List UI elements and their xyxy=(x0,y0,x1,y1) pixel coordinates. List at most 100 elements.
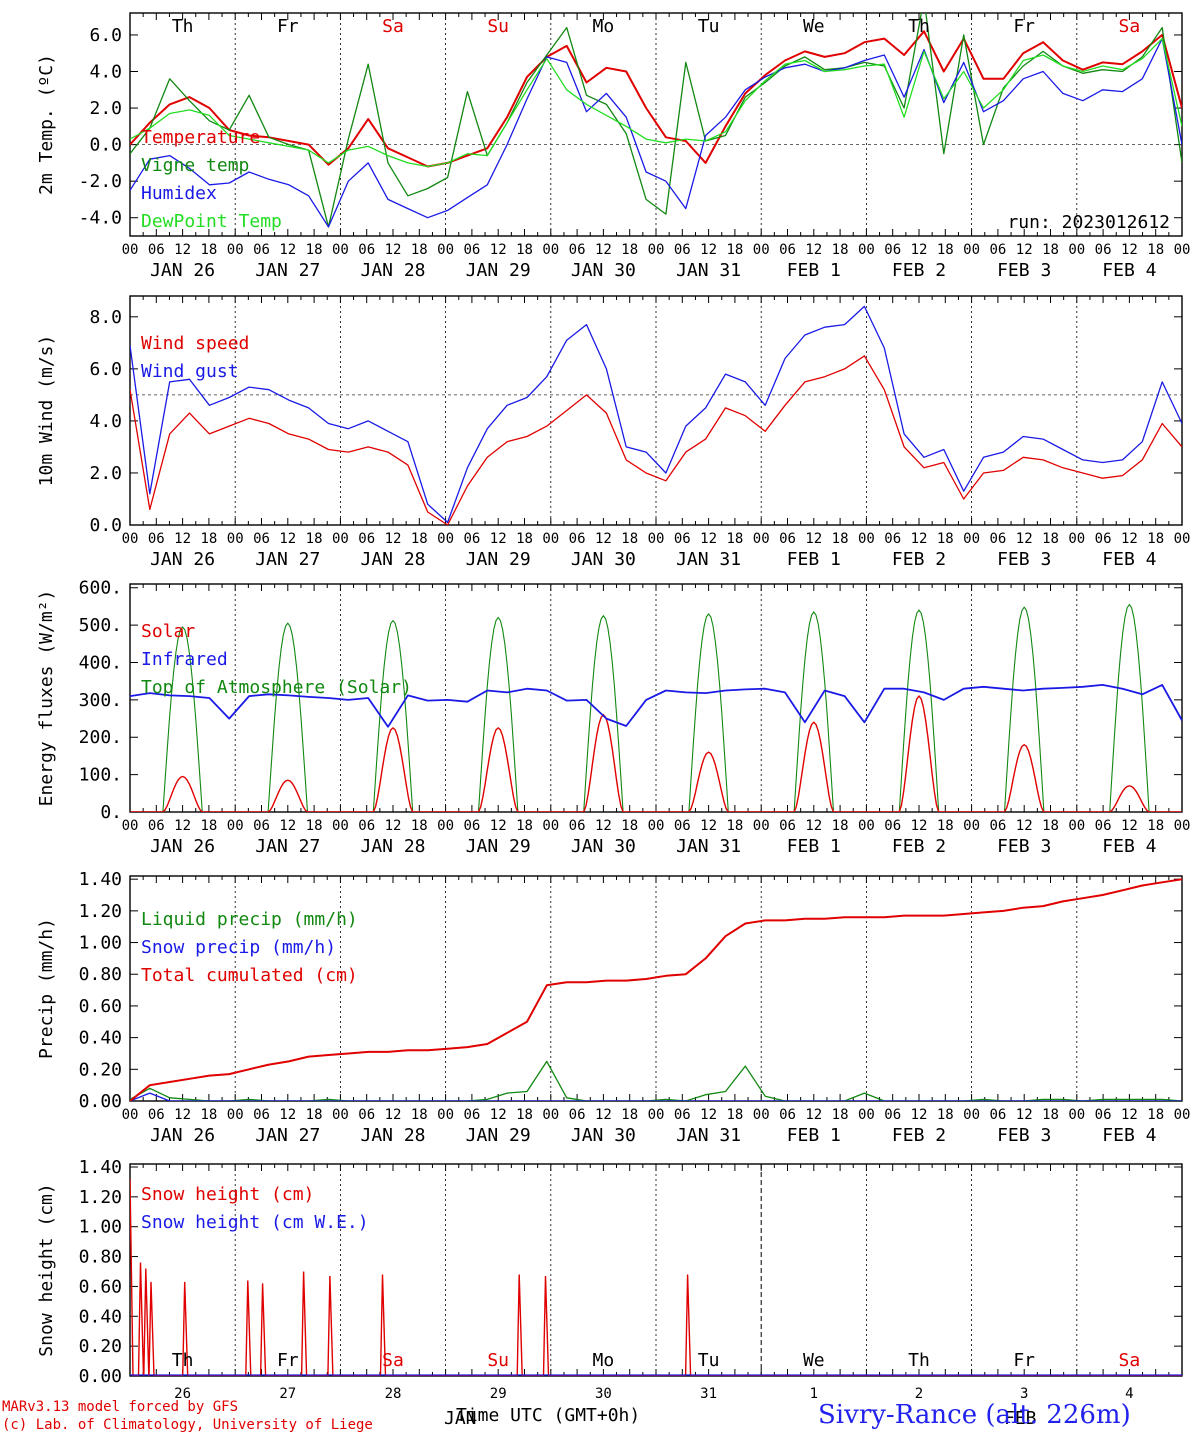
hour-tick-label: 18 xyxy=(726,242,743,258)
day-number-label: 27 xyxy=(279,1386,296,1402)
legend-entry: Liquid precip (mm/h) xyxy=(141,909,358,930)
weekday-label: Tu xyxy=(698,1350,720,1371)
date-label: FEB 4 xyxy=(1102,836,1156,857)
y-tick-label: 6.0 xyxy=(89,25,122,46)
y-tick-label: 4.0 xyxy=(89,61,122,82)
hour-tick-label: 06 xyxy=(148,531,165,547)
plot-frame xyxy=(129,583,1183,813)
date-label: FEB 4 xyxy=(1102,260,1156,281)
weekday-label: Th xyxy=(172,1350,194,1371)
hour-tick-label: 00 xyxy=(753,242,770,258)
hour-tick-label: 06 xyxy=(779,242,796,258)
hour-tick-label: 00 xyxy=(648,1107,665,1123)
hour-tick-label: 00 xyxy=(437,1107,454,1123)
hour-tick-label: 12 xyxy=(595,242,612,258)
hour-tick-label: 18 xyxy=(411,818,428,834)
hour-tick-label: 06 xyxy=(463,818,480,834)
weekday-label: Fr xyxy=(277,16,299,37)
weekday-label: Th xyxy=(908,1350,930,1371)
hour-tick-label: 06 xyxy=(358,818,375,834)
hour-tick-label: 00 xyxy=(227,1107,244,1123)
y-tick-label: 1.00 xyxy=(79,1217,122,1238)
hour-tick-label: 06 xyxy=(884,1107,901,1123)
date-label: FEB 2 xyxy=(892,1125,946,1146)
weekday-label: We xyxy=(803,1350,825,1371)
y-axis-label: Precip (mm/h) xyxy=(36,918,57,1059)
hour-tick-label: 00 xyxy=(1174,1107,1191,1123)
hour-tick-label: 06 xyxy=(674,531,691,547)
y-tick-label: 0.40 xyxy=(79,1028,122,1049)
hour-tick-label: 00 xyxy=(753,531,770,547)
hour-tick-label: 18 xyxy=(1042,531,1059,547)
hour-tick-label: 00 xyxy=(437,242,454,258)
date-label: JAN 27 xyxy=(255,549,320,570)
series-line-2 xyxy=(130,37,1182,228)
hour-tick-label: 18 xyxy=(200,531,217,547)
date-label: JAN 29 xyxy=(466,836,531,857)
hour-tick-label: 06 xyxy=(148,1107,165,1123)
toa-solar-curve xyxy=(340,619,446,812)
hour-tick-label: 18 xyxy=(516,1107,533,1123)
hour-tick-label: 00 xyxy=(1174,531,1191,547)
hour-tick-label: 00 xyxy=(1068,818,1085,834)
date-label: JAN 31 xyxy=(676,549,741,570)
day-number-label: 31 xyxy=(700,1386,717,1402)
hour-tick-label: 12 xyxy=(174,1107,191,1123)
toa-solar-curve xyxy=(971,606,1077,812)
hour-tick-label: 12 xyxy=(911,818,928,834)
hour-tick-label: 06 xyxy=(253,1107,270,1123)
hour-tick-label: 18 xyxy=(726,1107,743,1123)
hour-tick-label: 12 xyxy=(1121,531,1138,547)
hour-tick-label: 18 xyxy=(516,531,533,547)
y-tick-label: 6.0 xyxy=(89,359,122,380)
hour-tick-label: 12 xyxy=(805,242,822,258)
day-number-label: 1 xyxy=(810,1386,818,1402)
date-label: FEB 1 xyxy=(787,836,841,857)
date-label: JAN 30 xyxy=(571,260,636,281)
legend-entry: Total cumulated (cm) xyxy=(141,965,358,986)
hour-tick-label: 06 xyxy=(779,531,796,547)
solar-curve xyxy=(866,694,972,812)
hour-tick-label: 00 xyxy=(122,818,139,834)
weekday-label: We xyxy=(803,16,825,37)
y-tick-label: 0.40 xyxy=(79,1306,122,1327)
hour-tick-label: 00 xyxy=(227,242,244,258)
hour-tick-label: 12 xyxy=(1121,242,1138,258)
hour-tick-label: 06 xyxy=(989,242,1006,258)
hour-tick-label: 12 xyxy=(595,1107,612,1123)
legend-entry: Snow precip (mm/h) xyxy=(141,937,336,958)
solar-curve xyxy=(340,726,446,812)
hour-tick-label: 18 xyxy=(306,531,323,547)
date-label: JAN 31 xyxy=(676,1125,741,1146)
hour-tick-label: 06 xyxy=(1095,1107,1112,1123)
hour-tick-label: 12 xyxy=(385,242,402,258)
hour-tick-label: 18 xyxy=(621,242,638,258)
y-tick-label: 1.40 xyxy=(79,1157,122,1178)
hour-tick-label: 06 xyxy=(463,1107,480,1123)
hour-tick-label: 12 xyxy=(700,1107,717,1123)
hour-tick-label: 12 xyxy=(279,818,296,834)
hour-tick-label: 06 xyxy=(569,1107,586,1123)
hour-tick-label: 06 xyxy=(989,531,1006,547)
weekday-label: Mo xyxy=(593,16,615,37)
hour-tick-label: 00 xyxy=(1174,242,1191,258)
hour-tick-label: 12 xyxy=(1016,1107,1033,1123)
hour-tick-label: 00 xyxy=(332,242,349,258)
panel-wind xyxy=(129,295,1183,526)
hour-tick-label: 18 xyxy=(937,1107,954,1123)
y-tick-label: 0.20 xyxy=(79,1336,122,1357)
hour-tick-label: 18 xyxy=(516,818,533,834)
y-tick-label: 0.60 xyxy=(79,1276,122,1297)
hour-tick-label: 00 xyxy=(122,531,139,547)
hour-tick-label: 06 xyxy=(569,242,586,258)
hour-tick-label: 00 xyxy=(122,242,139,258)
date-label: JAN 26 xyxy=(150,260,215,281)
date-label: FEB 1 xyxy=(787,1125,841,1146)
toa-solar-curve xyxy=(445,616,551,812)
hour-tick-label: 00 xyxy=(437,531,454,547)
series-group xyxy=(130,1178,1182,1376)
series-group xyxy=(130,878,1182,1101)
hour-tick-label: 00 xyxy=(542,1107,559,1123)
hour-tick-label: 12 xyxy=(1121,818,1138,834)
